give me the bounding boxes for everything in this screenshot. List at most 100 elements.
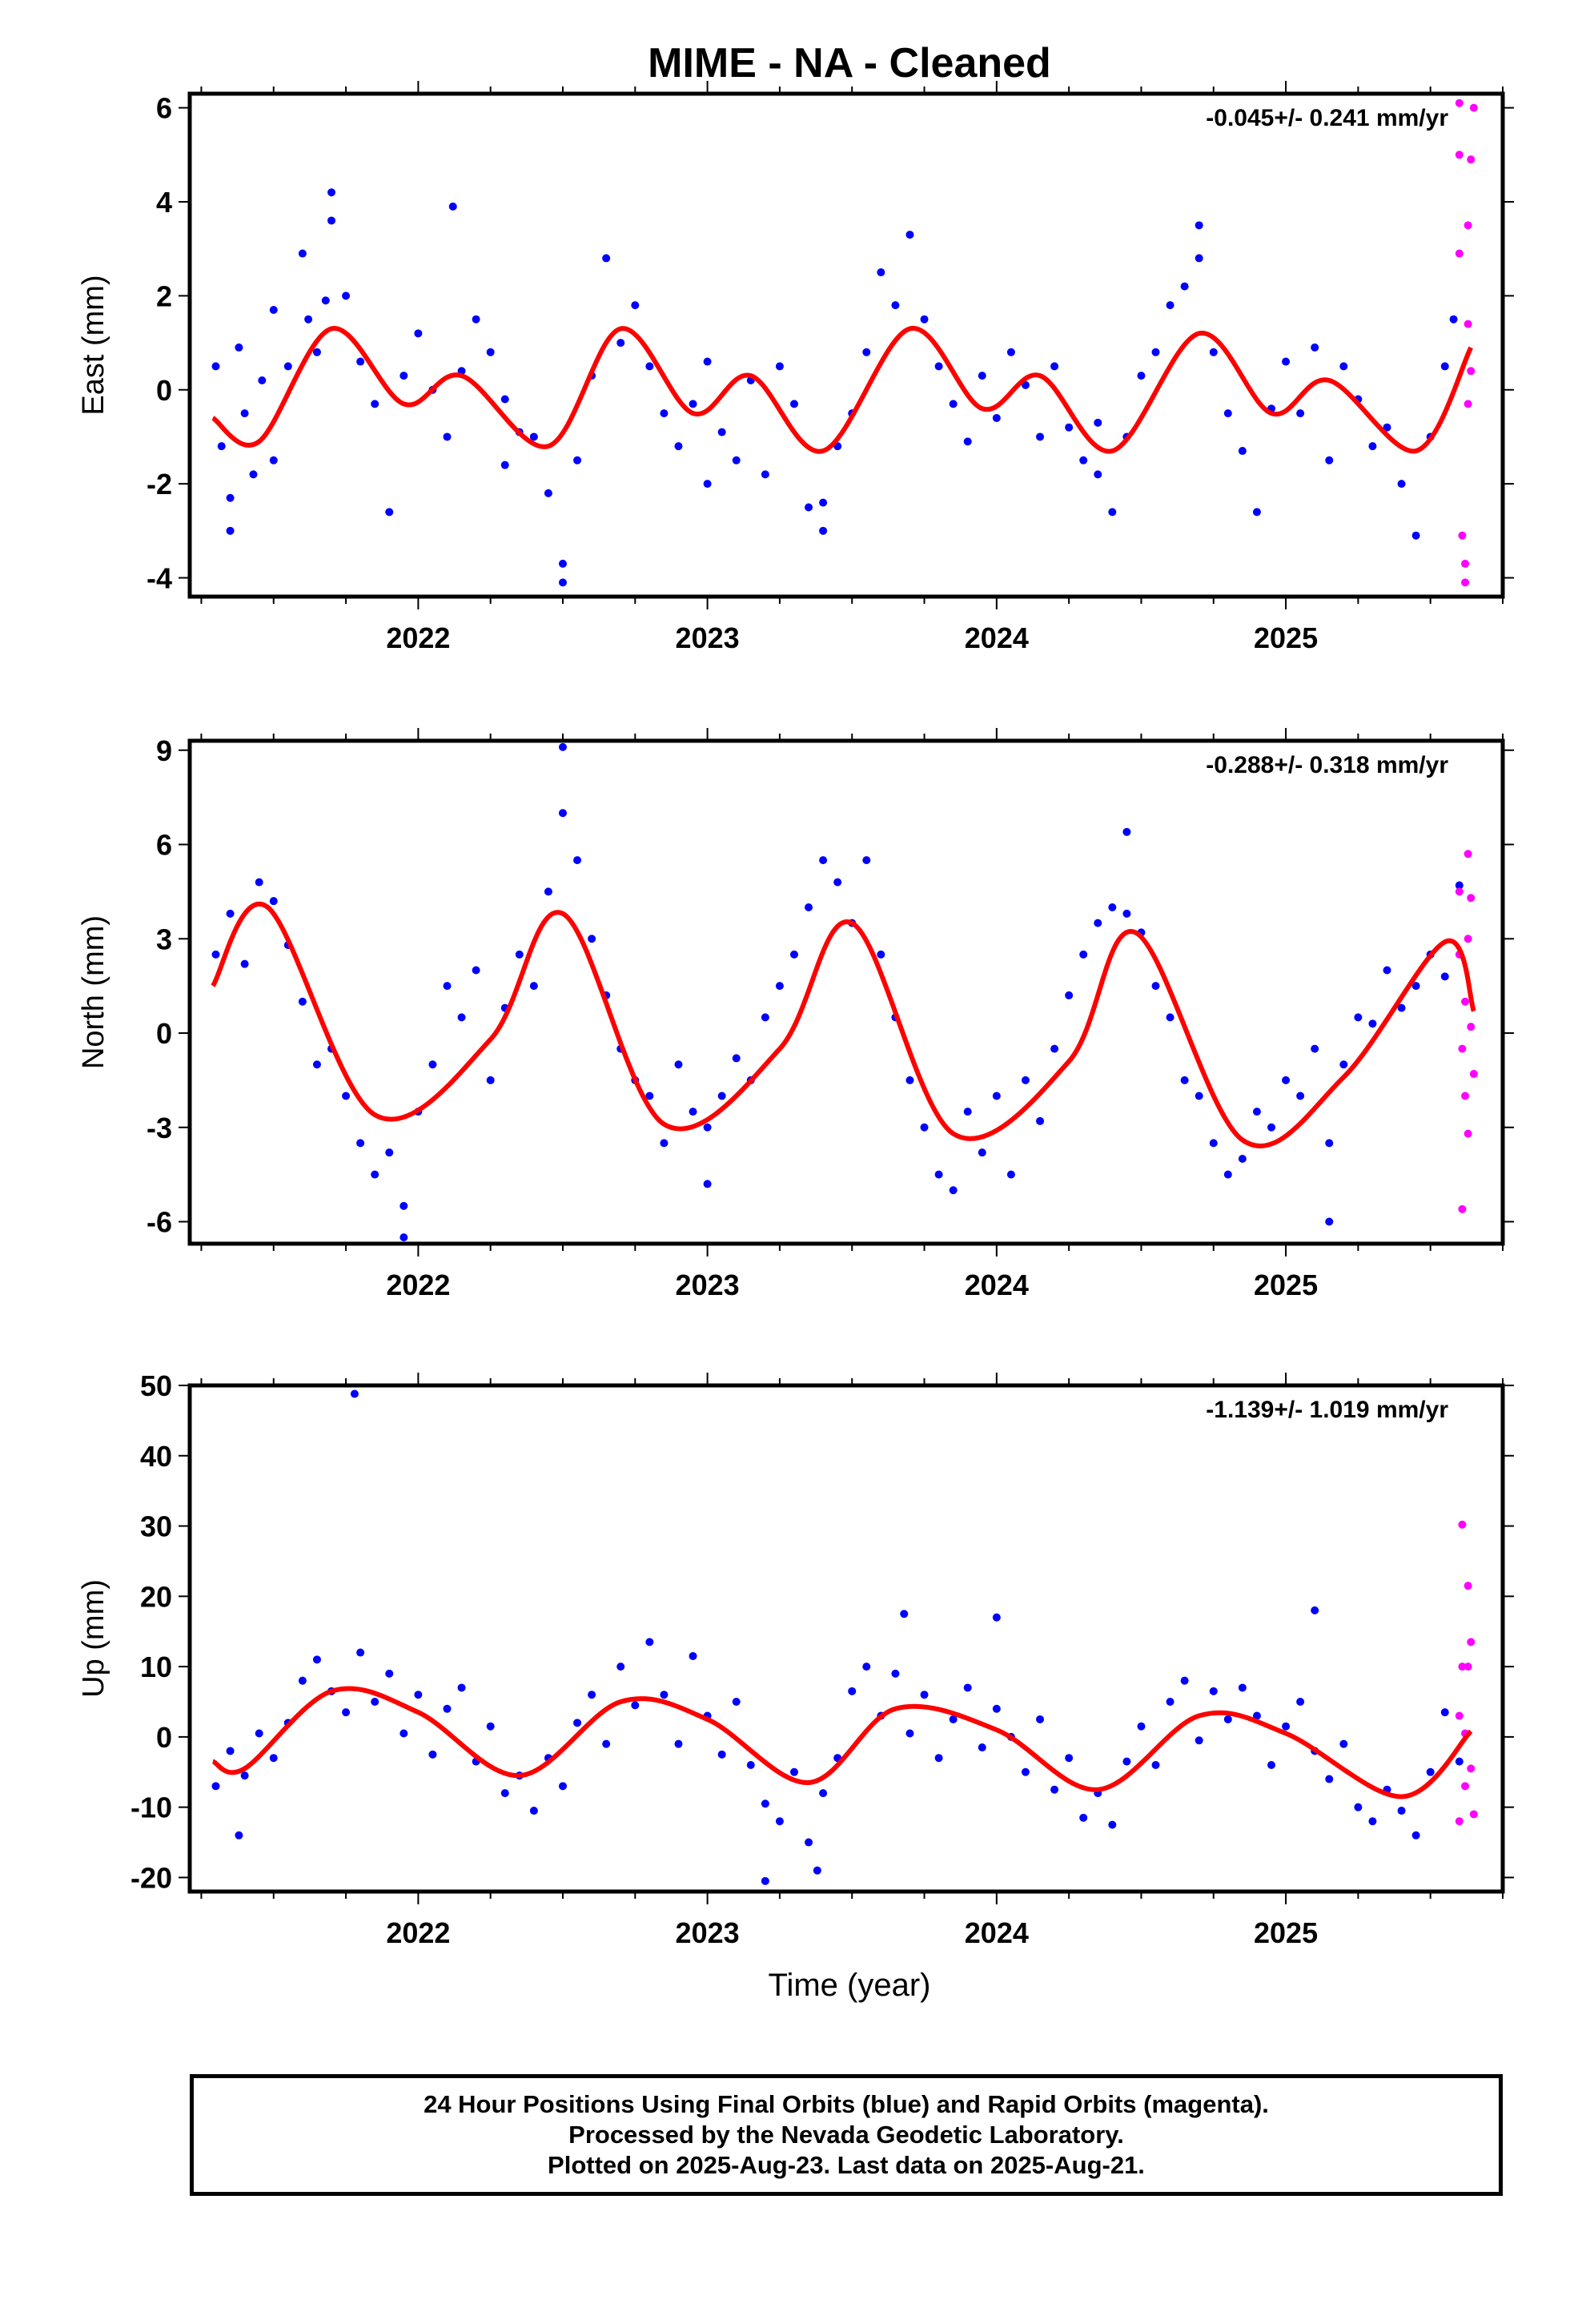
final-orbit-point bbox=[558, 1782, 567, 1791]
final-orbit-point bbox=[529, 432, 538, 441]
final-orbit-point bbox=[217, 442, 226, 451]
footer-line-3: Plotted on 2025-Aug-23. Last data on 202… bbox=[548, 2151, 1145, 2179]
final-orbit-point bbox=[1455, 1757, 1464, 1766]
final-orbit-point bbox=[1339, 1060, 1348, 1069]
x-tick-label: 2023 bbox=[676, 1269, 740, 1301]
y-tick-label: 0 bbox=[156, 1017, 172, 1050]
x-tick-label: 2022 bbox=[386, 621, 450, 654]
final-orbit-point bbox=[1209, 348, 1218, 356]
rapid-orbit-point bbox=[1461, 559, 1470, 568]
final-orbit-point bbox=[1079, 1813, 1088, 1822]
final-orbit-point bbox=[1151, 982, 1160, 991]
final-orbit-point bbox=[920, 1691, 929, 1699]
final-orbit-point bbox=[978, 1743, 986, 1752]
final-orbit-point bbox=[457, 1683, 466, 1692]
final-orbit-point bbox=[1311, 1606, 1319, 1614]
final-orbit-point bbox=[312, 348, 321, 356]
final-orbit-point bbox=[775, 982, 784, 991]
final-orbit-point bbox=[371, 1698, 379, 1706]
final-orbit-point bbox=[877, 950, 885, 959]
rapid-orbit-point bbox=[1455, 887, 1464, 896]
y-tick-label: -4 bbox=[147, 562, 172, 595]
x-tick-label: 2024 bbox=[965, 621, 1029, 654]
final-orbit-point bbox=[529, 1807, 538, 1815]
final-orbit-point bbox=[602, 254, 611, 263]
x-axis-label: Time (year) bbox=[769, 1968, 931, 2003]
rapid-orbit-point bbox=[1455, 249, 1464, 258]
rapid-orbit-point bbox=[1469, 103, 1478, 112]
y-tick-label: 0 bbox=[156, 1721, 172, 1754]
final-orbit-point bbox=[1383, 966, 1391, 975]
final-orbit-point bbox=[573, 856, 582, 865]
model-curve bbox=[211, 1686, 1473, 1799]
final-orbit-point bbox=[717, 1750, 726, 1759]
final-orbit-point bbox=[717, 1092, 726, 1100]
x-tick-label: 2022 bbox=[386, 1916, 450, 1949]
final-orbit-point bbox=[775, 1817, 784, 1826]
final-orbit-point bbox=[1440, 362, 1449, 371]
final-orbit-point bbox=[283, 362, 292, 371]
final-orbit-point bbox=[385, 1148, 394, 1157]
final-orbit-point bbox=[862, 348, 871, 356]
rapid-orbit-point bbox=[1461, 997, 1470, 1006]
final-orbit-point bbox=[963, 1108, 972, 1116]
final-orbit-point bbox=[1137, 1722, 1146, 1731]
final-orbit-point bbox=[660, 409, 669, 418]
final-orbit-point bbox=[920, 1123, 929, 1132]
final-orbit-point bbox=[1065, 991, 1074, 999]
y-tick-label: 6 bbox=[156, 92, 172, 125]
final-orbit-point bbox=[573, 1719, 582, 1727]
final-orbit-point bbox=[805, 1838, 813, 1847]
final-orbit-point bbox=[544, 887, 552, 896]
final-orbit-point bbox=[1094, 919, 1102, 927]
final-orbit-point bbox=[298, 249, 307, 258]
final-orbit-point bbox=[660, 1139, 669, 1148]
model-curve bbox=[211, 326, 1473, 454]
rapid-orbit-point bbox=[1467, 155, 1476, 164]
final-orbit-point bbox=[414, 329, 423, 338]
final-orbit-point bbox=[457, 1013, 466, 1022]
final-orbit-point bbox=[732, 456, 741, 464]
rapid-orbit-point bbox=[1464, 400, 1472, 408]
rapid-orbit-point bbox=[1464, 1129, 1472, 1138]
final-orbit-point bbox=[1050, 1785, 1059, 1794]
rapid-orbit-point bbox=[1464, 320, 1472, 328]
final-orbit-point bbox=[255, 1729, 263, 1738]
y-tick-label: 40 bbox=[140, 1440, 172, 1473]
final-orbit-point bbox=[486, 1076, 495, 1084]
panel-3: -20 -10 0 10 20 30 40 50 2022 2023 2024 2025 -1.139+… bbox=[77, 1369, 1514, 1949]
final-orbit-point bbox=[515, 950, 524, 959]
rate-label: -0.045+/- 0.241 mm/yr bbox=[1206, 105, 1448, 131]
panel-2: -6 -3 0 3 6 9 2022 2023 2024 2025 -0.288+/- 0.318 … bbox=[77, 728, 1514, 1301]
final-orbit-point bbox=[1036, 1715, 1045, 1723]
final-orbit-point bbox=[1209, 1139, 1218, 1148]
final-orbit-point bbox=[1151, 348, 1160, 356]
final-orbit-point bbox=[1108, 1820, 1117, 1829]
final-orbit-point bbox=[443, 1704, 452, 1713]
final-orbit-point bbox=[934, 1170, 943, 1179]
final-orbit-point bbox=[703, 480, 712, 489]
y-tick-label: -6 bbox=[147, 1206, 172, 1239]
final-orbit-point bbox=[1223, 1715, 1232, 1723]
y-tick-label: -3 bbox=[147, 1112, 172, 1144]
final-orbit-point bbox=[920, 315, 929, 324]
rapid-orbit-point bbox=[1469, 1070, 1478, 1079]
final-orbit-point bbox=[978, 1148, 986, 1157]
final-orbit-point bbox=[1079, 950, 1088, 959]
final-orbit-point bbox=[1411, 531, 1420, 540]
rapid-orbit-point bbox=[1464, 221, 1472, 230]
final-orbit-point bbox=[558, 578, 567, 587]
y-axis-label: East (mm) bbox=[77, 275, 110, 415]
final-orbit-point bbox=[900, 1610, 909, 1618]
y-tick-label: 50 bbox=[140, 1369, 172, 1402]
final-orbit-point bbox=[1339, 1739, 1348, 1748]
y-tick-label: 30 bbox=[140, 1510, 172, 1543]
plot-frame bbox=[187, 738, 1505, 1246]
final-orbit-point bbox=[813, 1866, 821, 1875]
final-orbit-point bbox=[255, 878, 263, 887]
final-orbit-point bbox=[544, 489, 552, 497]
y-tick-label: -10 bbox=[130, 1791, 172, 1824]
final-orbit-point bbox=[1238, 447, 1247, 456]
final-orbit-point bbox=[414, 1691, 423, 1699]
